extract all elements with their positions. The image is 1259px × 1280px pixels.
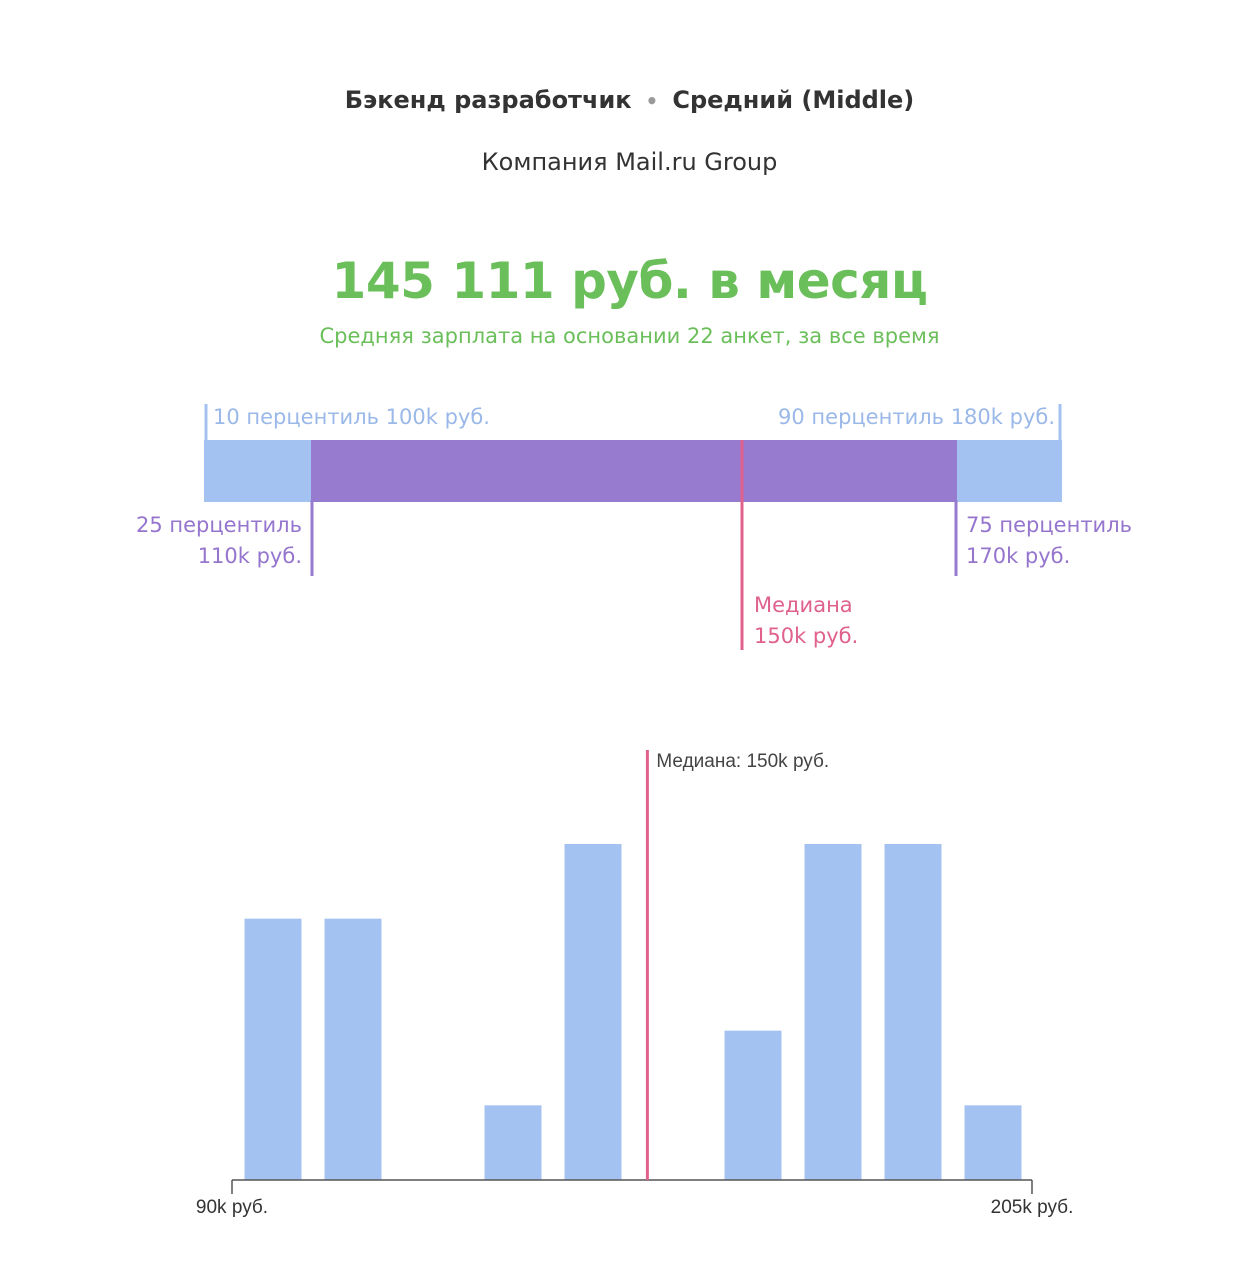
p25-label-line2: 110k руб. — [197, 544, 302, 568]
histogram-bar — [564, 844, 622, 1180]
p75-label: 75 перцентиль 170k руб. — [966, 510, 1132, 572]
p75-label-line2: 170k руб. — [966, 544, 1071, 568]
histogram-bar — [324, 918, 382, 1180]
p25-label: 25 перцентиль 110k руб. — [136, 510, 302, 572]
company-name: Компания Mail.ru Group — [481, 148, 778, 176]
vacancy-header: Бэкенд разработчик • Средний (Middle) — [0, 86, 1259, 114]
p10-label: 10 перцентиль 100k руб. — [213, 405, 490, 429]
x-tick-label-max: 205k руб. — [991, 1197, 1074, 1218]
p90-label: 90 перцентиль 180k руб. — [778, 405, 1055, 429]
p75-label-line1: 75 перцентиль — [966, 513, 1133, 537]
position-title: Бэкенд разработчик — [344, 86, 632, 114]
level-title: Средний (Middle) — [672, 86, 915, 114]
x-tick-label-min: 90k руб. — [196, 1197, 268, 1218]
average-salary-subtitle: Средняя зарплата на основании 22 анкет, … — [319, 324, 940, 348]
histogram-bar — [884, 844, 942, 1180]
median-label: Медиана 150k руб. — [754, 590, 858, 652]
histogram-bar — [804, 844, 862, 1180]
histogram-bar — [724, 1030, 782, 1180]
separator-dot: • — [645, 89, 659, 113]
range-p25-p75 — [311, 440, 957, 502]
histogram-bar — [964, 1105, 1022, 1180]
percentile-range-chart — [204, 404, 1062, 650]
histogram-bar — [244, 918, 302, 1180]
median-label-line1: Медиана — [754, 593, 853, 617]
salary-histogram: 90k руб. 205k руб. Медиана: 150k руб. — [196, 750, 1074, 1218]
median-label-line2: 150k руб. — [754, 624, 859, 648]
p25-label-line1: 25 перцентиль — [135, 513, 302, 537]
median-line-label: Медиана: 150k руб. — [656, 751, 829, 772]
average-salary: 145 111 руб. в месяц — [331, 252, 928, 310]
histogram-bar — [484, 1105, 542, 1180]
